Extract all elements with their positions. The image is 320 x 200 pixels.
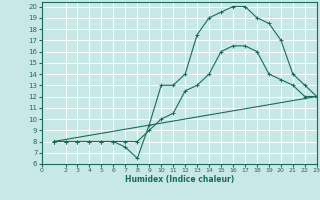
X-axis label: Humidex (Indice chaleur): Humidex (Indice chaleur) [124,175,234,184]
